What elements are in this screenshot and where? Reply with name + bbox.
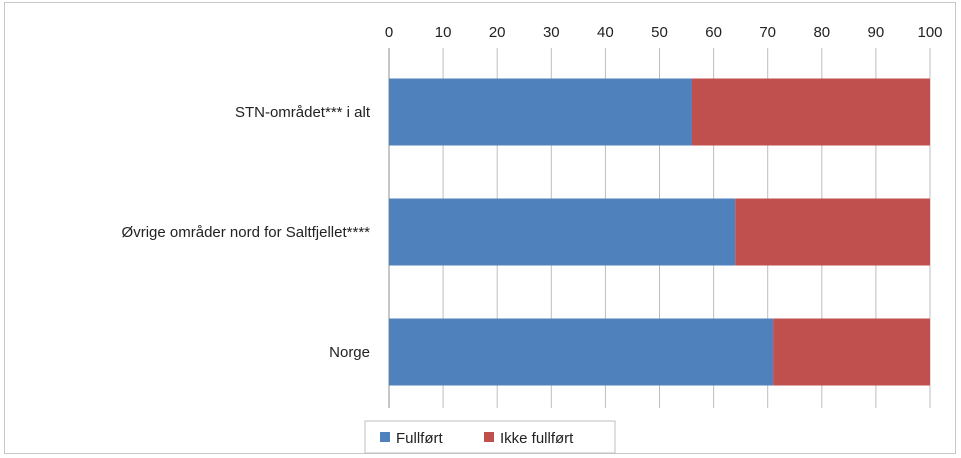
bar-ovrige-ikke-fullfort [735, 198, 930, 266]
legend-swatch-ikke-fullfort [484, 432, 494, 442]
x-tick-label-30: 30 [543, 24, 560, 41]
x-tick-label-80: 80 [813, 24, 830, 41]
legend-label-fullfort: Fullført [396, 430, 443, 447]
category-label-stn: STN-området*** i alt [235, 104, 371, 121]
bar-ovrige-fullfort [389, 198, 736, 266]
category-labels: STN-området*** i alt Øvrige områder nord … [122, 104, 371, 361]
x-tick-label-70: 70 [759, 24, 776, 41]
x-tick-label-20: 20 [489, 24, 506, 41]
x-tick-label-60: 60 [705, 24, 722, 41]
x-tick-label-90: 90 [868, 24, 885, 41]
x-tick-label-0: 0 [385, 24, 393, 41]
bar-norge-ikke-fullfort [773, 318, 930, 386]
legend: Fullført Ikke fullført [364, 420, 616, 454]
bar-stn-fullfort [389, 78, 692, 146]
category-label-norge: Norge [329, 344, 370, 361]
x-tick-label-10: 10 [435, 24, 452, 41]
x-tick-label-50: 50 [651, 24, 668, 41]
category-label-ovrige: Øvrige områder nord for Saltfjellet**** [122, 224, 371, 241]
x-axis-ticks: 0 10 20 30 40 50 60 70 80 90 100 [385, 24, 943, 41]
x-tick-label-100: 100 [917, 24, 942, 41]
legend-swatch-fullfort [380, 432, 390, 442]
bars [389, 78, 930, 386]
x-tick-label-40: 40 [597, 24, 614, 41]
legend-label-ikke-fullfort: Ikke fullført [500, 430, 574, 447]
bar-stn-ikke-fullfort [691, 78, 930, 146]
bar-norge-fullfort [389, 318, 774, 386]
